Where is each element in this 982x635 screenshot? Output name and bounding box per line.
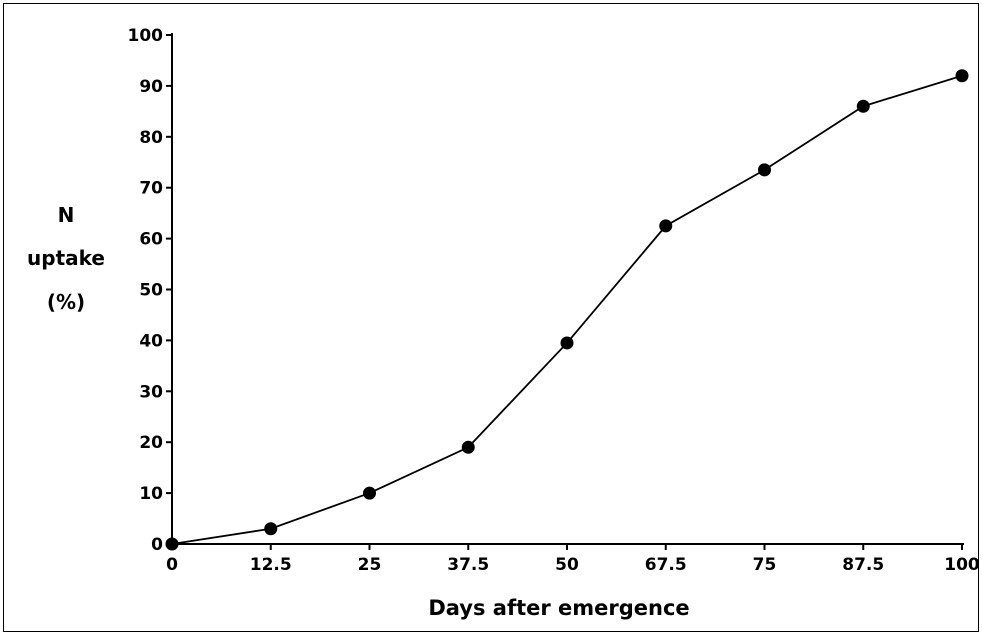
y-tick-label: 70 — [139, 179, 163, 199]
y-axis-label-line-1: N — [58, 203, 75, 227]
data-point — [758, 163, 771, 177]
data-point — [363, 486, 376, 500]
data-point — [955, 69, 969, 83]
chart-axes — [171, 33, 964, 545]
x-tick-label: 37.5 — [447, 555, 489, 575]
y-tick-label: 100 — [128, 26, 164, 46]
x-tick-label: 100 — [944, 555, 980, 575]
x-tick-label: 0 — [166, 555, 178, 575]
axis-labels: Days after emergence N uptake (%) — [27, 203, 690, 620]
x-tick-label: 75 — [753, 555, 777, 575]
series-line — [171, 74, 963, 545]
data-series — [165, 69, 969, 551]
data-point — [461, 440, 475, 454]
x-tick-label: 87.5 — [842, 555, 884, 575]
y-axis-label-line-3: (%) — [47, 290, 85, 314]
x-axis-label: Days after emergence — [428, 596, 689, 620]
data-point — [659, 219, 673, 233]
y-tick-label: 40 — [139, 331, 163, 351]
y-tick-label: 20 — [139, 433, 163, 453]
data-point — [264, 522, 278, 536]
x-tick-label: 67.5 — [645, 555, 687, 575]
x-tick-label: 50 — [555, 555, 579, 575]
data-point — [165, 537, 179, 551]
figure-frame — [3, 3, 979, 632]
y-axis-label-line-2: uptake — [27, 246, 105, 270]
data-point — [856, 99, 870, 113]
y-tick-label: 50 — [139, 281, 163, 301]
y-tick-label: 90 — [139, 77, 163, 97]
data-point — [560, 336, 574, 350]
y-tick-label: 80 — [139, 128, 163, 148]
x-tick-label: 12.5 — [250, 555, 292, 575]
y-tick-label: 10 — [139, 484, 163, 504]
y-tick-label: 0 — [151, 535, 163, 555]
axis-ticks: 0 10 20 30 40 50 60 70 80 90 100 0 12.5 25 37.5 50 67.5 7… — [128, 26, 980, 575]
y-tick-label: 60 — [139, 230, 163, 250]
x-tick-label: 25 — [358, 555, 382, 575]
y-tick-label: 30 — [139, 382, 163, 402]
